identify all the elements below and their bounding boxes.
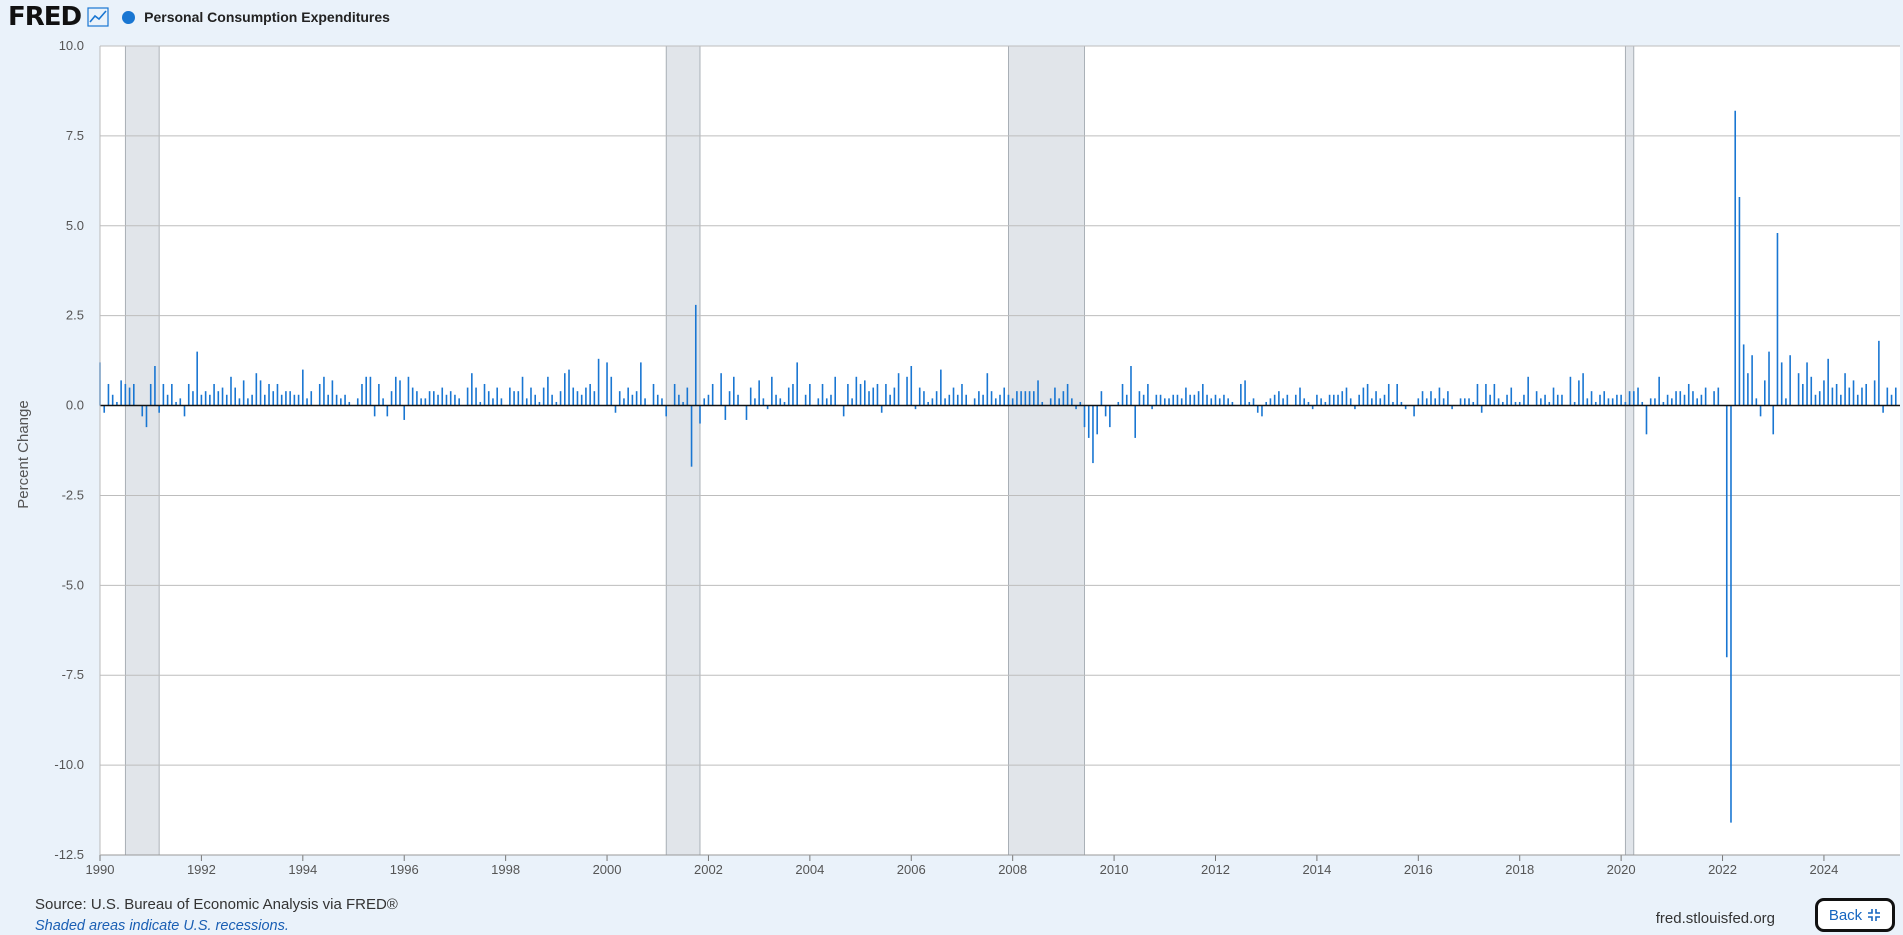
y-tick-label: -7.5 <box>62 667 84 682</box>
x-tick-label: 1996 <box>390 862 419 877</box>
x-tick-label: 2024 <box>1809 862 1838 877</box>
y-axis-label: Percent Change <box>15 400 32 508</box>
back-button[interactable]: Back <box>1815 898 1895 932</box>
x-tick-label: 2010 <box>1100 862 1129 877</box>
x-tick-label: 2016 <box>1404 862 1433 877</box>
x-tick-label: 2014 <box>1302 862 1331 877</box>
y-tick-label: -10.0 <box>54 757 84 772</box>
y-tick-label: -5.0 <box>62 577 84 592</box>
recession-note: Shaded areas indicate U.S. recessions. <box>35 918 289 934</box>
back-label: Back <box>1828 906 1863 924</box>
y-tick-label: 5.0 <box>66 218 84 233</box>
recession-bands <box>124 45 1635 856</box>
collapse-icon <box>1868 909 1881 921</box>
y-tick-label: 7.5 <box>66 128 84 143</box>
source-text: Source: U.S. Bureau of Economic Analysis… <box>35 896 398 913</box>
x-tick-label: 1990 <box>86 862 115 877</box>
x-tick-label: 2008 <box>998 862 1027 877</box>
y-tick-label: -2.5 <box>62 487 84 502</box>
x-tick-label: 2012 <box>1201 862 1230 877</box>
recession-band <box>1008 45 1085 856</box>
y-tick-label: 2.5 <box>66 308 84 323</box>
recession-band <box>665 45 701 856</box>
recession-band <box>1624 45 1635 856</box>
x-axis-ticks: 1990 1992 1994 1996 1998 2000 2002 2004 2006 2008… <box>86 46 1900 877</box>
x-tick-label: 2022 <box>1708 862 1737 877</box>
fred-url[interactable]: fred.stlouisfed.org <box>1655 910 1775 927</box>
x-tick-label: 2018 <box>1505 862 1534 877</box>
series-legend-label: Personal Consumption Expenditures <box>144 9 390 25</box>
plot-background <box>100 46 1900 855</box>
y-tick-label: -12.5 <box>54 847 84 862</box>
x-tick-label: 1994 <box>288 862 317 877</box>
x-tick-label: 2002 <box>694 862 723 877</box>
chart-header: FRED Personal Consumption Expenditures <box>8 3 390 31</box>
line-graph-icon <box>87 7 109 27</box>
y-axis-ticks: 10.0 7.5 5.0 2.5 0.0 -2.5 -5.0 -7.5 -10.0 -12.5 <box>54 38 84 862</box>
y-tick-label: 10.0 <box>59 38 84 53</box>
x-tick-label: 2000 <box>593 862 622 877</box>
fred-logo[interactable]: FRED <box>8 2 82 32</box>
x-tick-label: 2006 <box>897 862 926 877</box>
x-tick-label: 1992 <box>187 862 216 877</box>
data-bars <box>99 110 1897 823</box>
x-tick-label: 2004 <box>795 862 824 877</box>
x-tick-label: 1998 <box>491 862 520 877</box>
x-tick-label: 2020 <box>1607 862 1636 877</box>
recession-band <box>124 45 160 856</box>
y-tick-label: 0.0 <box>66 398 84 413</box>
series-legend-dot <box>122 10 136 24</box>
